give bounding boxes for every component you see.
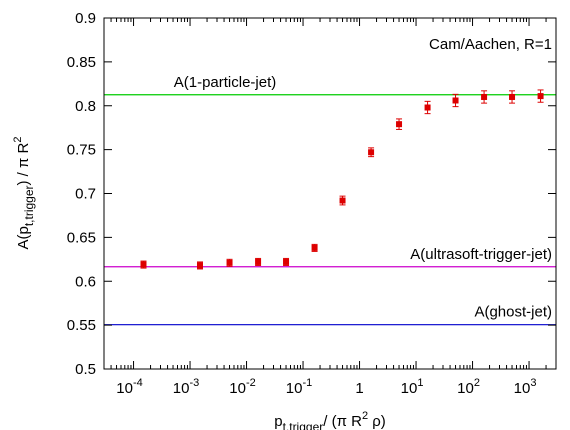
data-point — [283, 258, 290, 265]
data-point — [368, 149, 375, 156]
data-point — [396, 121, 403, 128]
tick-labels: 0.5 0.55 0.6 0.65 0.7 0.75 0.8 0.85 0.9 10-4 10-3 1… — [67, 10, 537, 397]
x-tick-label: 1 — [355, 380, 363, 397]
data-point — [311, 244, 318, 251]
y-tick-label: 0.7 — [75, 186, 96, 203]
axis-titles: pt,trigger/ (π R2 ρ) A(pt,trigger) / π R2 — [12, 136, 386, 430]
x-tick-label: 101 — [401, 377, 424, 397]
reference-line-label: A(ultrasoft-trigger-jet) — [410, 246, 552, 263]
data-points — [140, 89, 544, 270]
y-tick-label: 0.55 — [67, 317, 96, 334]
x-tick-label: 102 — [457, 377, 480, 397]
corner-label: Cam/Aachen, R=1 — [429, 36, 552, 53]
y-tick-label: 0.9 — [75, 10, 96, 27]
y-axis-title: A(pt,trigger) / π R2 — [12, 136, 36, 249]
y-tick-label: 0.8 — [75, 98, 96, 115]
x-tick-label: 10-3 — [173, 377, 199, 397]
y-tick-label: 0.85 — [67, 54, 96, 71]
data-point — [509, 93, 516, 100]
reference-line-label: A(ghost-jet) — [474, 304, 552, 321]
y-tick-label: 0.65 — [67, 229, 96, 246]
data-point — [452, 97, 459, 104]
reference-lines — [104, 94, 556, 326]
y-tick-label: 0.6 — [75, 273, 96, 290]
x-tick-label: 10-4 — [116, 377, 142, 397]
x-tick-label: 103 — [514, 377, 537, 397]
data-point — [424, 104, 431, 111]
data-point — [196, 262, 203, 269]
annotations: A(1-particle-jet) A(ultrasoft-trigger-jet… — [174, 36, 552, 321]
axis-ticks — [103, 17, 556, 370]
x-tick-label: 10-1 — [286, 377, 312, 397]
x-axis-title: pt,trigger/ (π R2 ρ) — [274, 410, 386, 430]
y-tick-label: 0.5 — [75, 361, 96, 378]
reference-line-label: A(1-particle-jet) — [174, 74, 277, 91]
x-tick-label: 10-2 — [229, 377, 255, 397]
data-point — [481, 93, 488, 100]
data-point — [226, 259, 233, 266]
data-point — [339, 197, 346, 204]
data-point — [255, 258, 262, 265]
data-point — [140, 261, 147, 268]
y-tick-label: 0.75 — [67, 142, 96, 159]
data-point — [537, 93, 544, 100]
